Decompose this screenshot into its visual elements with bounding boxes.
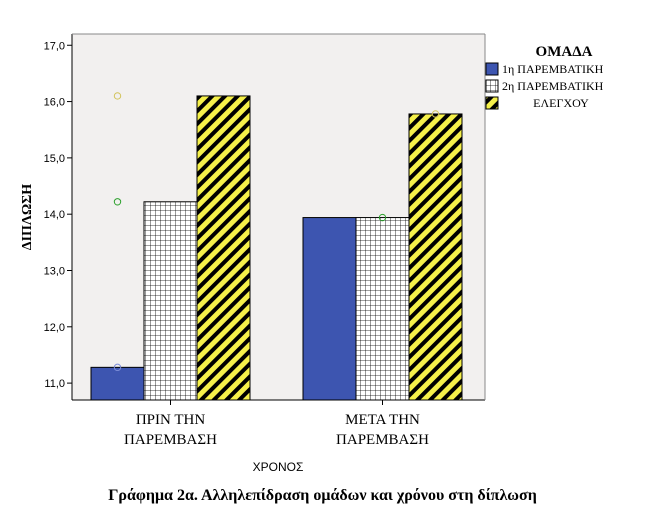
legend-title: ΟΜΑΔΑ <box>536 44 593 60</box>
outlier-marker <box>113 198 122 206</box>
chart: 11,0 12,0 13,0 14,0 15,0 16,0 17,0 ΠΡΙΝ ΤΗΝ ΠΑΡ… <box>20 33 604 474</box>
y-tick-label: 15,0 <box>44 153 65 165</box>
outlier-marker <box>431 110 440 118</box>
y-tick-label: 14,0 <box>44 209 65 221</box>
outlier-marker <box>378 213 387 222</box>
y-axis-label: ΔΙΠΛΩΣΗ <box>20 184 35 251</box>
bar-before-series-3 <box>196 95 251 401</box>
outlier-marker <box>113 92 122 100</box>
bar-after-series-2 <box>355 217 410 401</box>
legend-label: ΕΛΕΓΧΟΥ <box>533 96 589 110</box>
y-tick-label: 12,0 <box>44 322 65 334</box>
x-tick-label: ΜΕΤΑ ΤΗΝ <box>345 412 420 428</box>
bar-before-series-1 <box>90 366 145 401</box>
y-tick-label: 13,0 <box>44 265 65 277</box>
legend-label: 1η ΠΑΡΕΜΒΑΤΙΚΗ <box>502 62 604 76</box>
legend-label: 2η ΠΑΡΕΜΒΑΤΙΚΗ <box>502 79 604 93</box>
bar-before-series-2 <box>143 201 198 401</box>
x-axis-label: ΧΡΟΝΟΣ <box>253 460 304 474</box>
bar-after-series-1 <box>302 217 357 401</box>
bar-after-series-3 <box>408 113 463 401</box>
legend-swatch-series-3 <box>485 96 499 110</box>
legend: ΟΜΑΔΑ 1η ΠΑΡΕΜΒΑΤΙΚΗ 2η ΠΑΡΕΜΒΑΤΙΚΗ ΕΛΕΓΧΟ… <box>485 44 604 110</box>
y-tick-label: 11,0 <box>44 378 65 390</box>
x-tick-label: ΠΑΡΕΜΒΑΣΗ <box>124 432 217 448</box>
figure-caption: Γράφημα 2α. Αλληλεπίδραση ομάδων και χρό… <box>108 487 537 504</box>
x-tick-label: ΠΡΙΝ ΤΗΝ <box>136 412 205 428</box>
outlier-marker <box>113 363 122 372</box>
x-tick-label: ΠΑΡΕΜΒΑΣΗ <box>336 432 429 448</box>
y-tick-label: 17,0 <box>44 40 65 52</box>
legend-swatch-series-1 <box>485 62 499 76</box>
y-tick-label: 16,0 <box>44 97 65 109</box>
legend-swatch-series-2 <box>485 79 499 93</box>
